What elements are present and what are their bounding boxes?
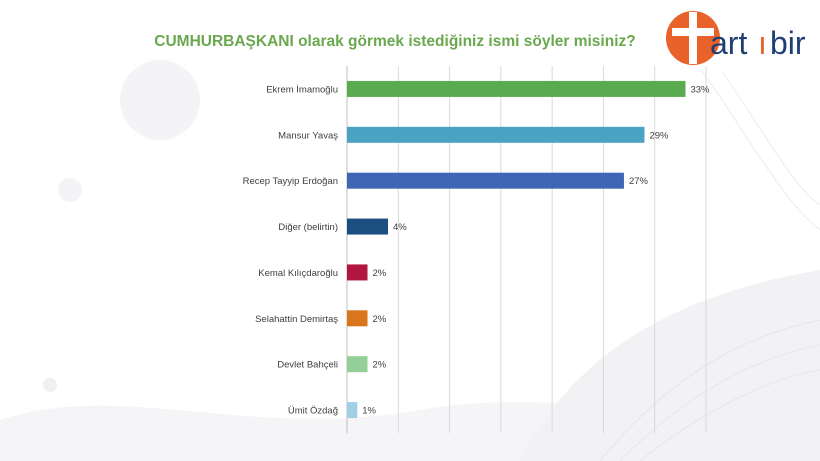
bar (347, 218, 389, 235)
category-label: Ekrem İmamoğlu (266, 84, 338, 95)
bar (347, 80, 686, 97)
category-label: Diğer (belirtin) (278, 222, 338, 233)
bar (347, 402, 358, 419)
category-label: Selahattin Demirtaş (255, 314, 338, 325)
chart-title: CUMHURBAŞKANI olarak görmek istediğiniz … (154, 33, 636, 50)
logo-text-i: ı (758, 25, 767, 61)
data-label: 29% (649, 130, 669, 141)
data-label: 2% (373, 360, 387, 371)
bar (347, 310, 368, 327)
bar (347, 264, 368, 281)
gridlines (346, 66, 707, 433)
category-label: Devlet Bahçeli (277, 360, 338, 371)
bar (347, 172, 624, 189)
data-label: 33% (690, 84, 710, 95)
bar (347, 356, 368, 373)
category-label: Kemal Kılıçdaroğlu (258, 268, 338, 279)
artibir-logo: art ı bir (660, 4, 808, 72)
data-label: 2% (373, 268, 387, 279)
logo-plus-vertical (689, 12, 697, 64)
data-label: 4% (393, 222, 407, 233)
bars (347, 80, 686, 419)
data-label: 2% (373, 314, 387, 325)
labels: Ekrem İmamoğlu 33% Mansur Yavaş 29% Recep Ta… (243, 84, 710, 416)
data-label: 1% (362, 406, 376, 417)
category-label: Ümit Özdağ (288, 406, 338, 417)
category-label: Mansur Yavaş (278, 130, 338, 141)
data-label: 27% (629, 176, 649, 187)
logo-text-art: art (710, 25, 747, 61)
category-label: Recep Tayyip Erdoğan (243, 176, 338, 187)
logo-text-bir: bir (770, 25, 806, 61)
logo-plus-horizontal (672, 28, 714, 36)
bar (347, 126, 645, 143)
